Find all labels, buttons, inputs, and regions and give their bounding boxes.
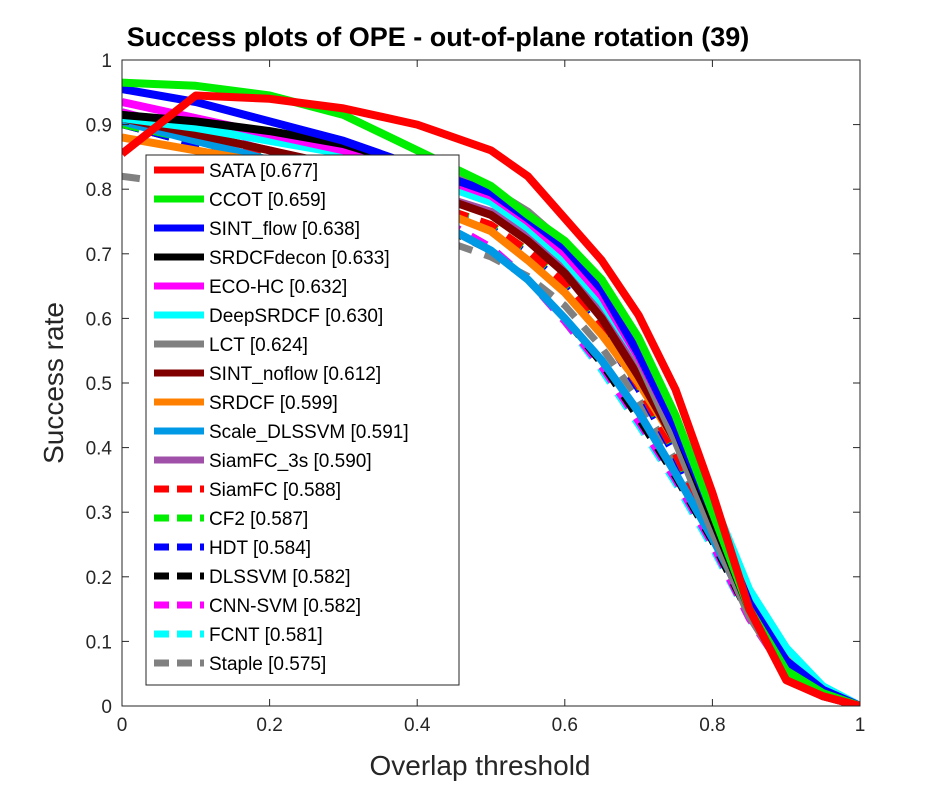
legend-entry-label: LCT [0.624] xyxy=(209,335,308,356)
legend-entry-label: Staple [0.575] xyxy=(209,654,326,675)
y-tick-label: 0.5 xyxy=(86,374,112,395)
y-tick-label: 0.2 xyxy=(86,568,112,589)
y-tick-label: 0.1 xyxy=(86,632,112,653)
y-tick-label: 0.9 xyxy=(86,116,112,137)
legend-entry-label: CF2 [0.587] xyxy=(209,509,308,530)
x-axis-label: Overlap threshold xyxy=(369,750,590,781)
legend-entry-label: DLSSVM [0.582] xyxy=(209,567,351,588)
legend-entry-label: ECO-HC [0.632] xyxy=(209,277,347,298)
legend-entry-label: HDT [0.584] xyxy=(209,538,311,559)
series-line-sata xyxy=(122,91,860,706)
legend-entry-label: SiamFC_3s [0.590] xyxy=(209,451,372,472)
legend-entry-label: FCNT [0.581] xyxy=(209,625,323,646)
y-tick-label: 0.8 xyxy=(86,180,112,201)
legend-entry-label: SiamFC [0.588] xyxy=(209,480,341,501)
x-tick-label: 0 xyxy=(117,715,128,736)
x-tick-label: 1 xyxy=(855,715,866,736)
y-tick-label: 0.3 xyxy=(86,503,112,524)
series-line-sint-flow xyxy=(122,85,860,706)
x-tick-label: 0.8 xyxy=(699,715,725,736)
x-tick-label: 0.6 xyxy=(552,715,578,736)
y-tick-label: 1 xyxy=(101,51,112,72)
axis-ticks: 0 0.2 0.4 0.6 0.8 1 0 0.1 0.2 0.3 0.4 0.5 0.6 0.7 0.8 0… xyxy=(86,51,866,736)
y-axis-label: Success rate xyxy=(38,302,69,464)
legend-entry-label: SINT_noflow [0.612] xyxy=(209,364,381,385)
legend-entry-label: SINT_flow [0.638] xyxy=(209,219,360,240)
legend-entry-label: SRDCFdecon [0.633] xyxy=(209,248,390,269)
x-tick-label: 0.4 xyxy=(404,715,431,736)
y-tick-label: 0.6 xyxy=(86,309,112,330)
x-tick-label: 0.2 xyxy=(256,715,282,736)
legend-entry-label: CCOT [0.659] xyxy=(209,190,326,211)
y-tick-label: 0.4 xyxy=(86,439,113,460)
legend-entry-label: DeepSRDCF [0.630] xyxy=(209,306,383,327)
chart-title: Success plots of OPE - out-of-plane rota… xyxy=(127,22,750,52)
legend-entry-label: SRDCF [0.599] xyxy=(209,393,338,414)
series-line-deepsrdcf xyxy=(122,114,860,706)
legend-entry-label: Scale_DLSSVM [0.591] xyxy=(209,422,409,443)
legend-box xyxy=(145,154,460,686)
y-tick-label: 0 xyxy=(101,697,112,718)
legend-entry-label: SATA [0.677] xyxy=(209,161,318,182)
legend: SATA [0.677] CCOT [0.659] SINT_flow [0.638… xyxy=(145,154,460,686)
y-tick-label: 0.7 xyxy=(86,245,112,266)
legend-entry-label: CNN-SVM [0.582] xyxy=(209,596,361,617)
